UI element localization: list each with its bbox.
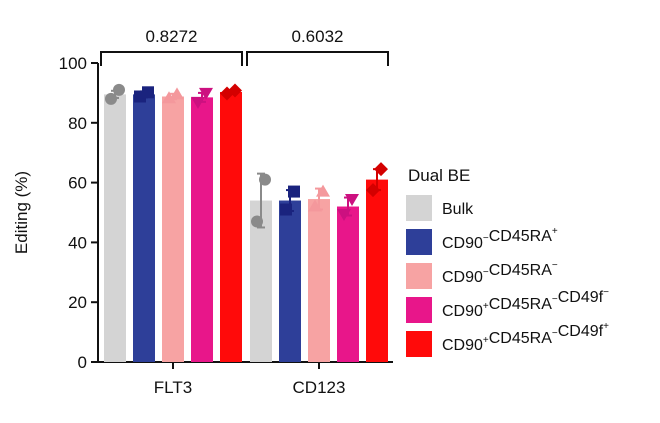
- data-point: [316, 184, 330, 197]
- data-point: [345, 194, 359, 207]
- data-point: [280, 203, 292, 216]
- y-tick-label: 0: [78, 353, 87, 372]
- data-point: [105, 92, 117, 105]
- legend-swatch: [406, 229, 432, 255]
- data-point: [251, 215, 263, 228]
- legend-label: CD90−CD45RA−: [442, 260, 558, 286]
- bar: [162, 96, 184, 362]
- data-point: [337, 208, 351, 221]
- data-points: [105, 83, 388, 228]
- y-tick-label: 20: [68, 293, 87, 312]
- x-category-label: CD123: [293, 378, 346, 397]
- data-point: [228, 83, 242, 98]
- legend-label: CD90+CD45RA−CD49f−: [442, 287, 609, 320]
- data-point: [374, 162, 388, 177]
- legend-title: Dual BE: [408, 166, 470, 185]
- data-point: [142, 86, 154, 99]
- legend-label: CD90−CD45RA+: [442, 226, 558, 252]
- legend-swatch: [406, 331, 432, 357]
- y-tick-label: 80: [68, 114, 87, 133]
- y-axis-title: Editing (%): [12, 171, 31, 254]
- data-point: [191, 96, 205, 109]
- data-point: [288, 185, 300, 198]
- bar: [220, 92, 242, 363]
- legend-label: Bulk: [442, 201, 474, 218]
- legend-swatch: [406, 263, 432, 289]
- bar: [337, 206, 359, 362]
- bar: [104, 94, 126, 363]
- y-tick-label: 40: [68, 233, 87, 252]
- comparison-p-value: 0.8272: [146, 27, 198, 46]
- legend: Dual BEBulkCD90−CD45RA+CD90−CD45RA−CD90+…: [406, 166, 609, 357]
- bar: [191, 97, 213, 362]
- x-category-label: FLT3: [154, 378, 192, 397]
- bar: [366, 179, 388, 362]
- data-point: [162, 91, 176, 104]
- y-tick-label: 100: [59, 54, 87, 73]
- bar: [133, 94, 155, 363]
- data-point: [199, 87, 213, 100]
- legend-label: CD90+CD45RA−CD49f+: [442, 321, 609, 354]
- data-point: [170, 87, 184, 100]
- bar: [308, 199, 330, 362]
- bar: [250, 200, 272, 362]
- comparison-brackets: 0.8272 0.6032: [100, 27, 389, 66]
- data-point: [113, 83, 125, 96]
- data-point: [259, 173, 271, 186]
- comparison-bracket: [100, 51, 243, 66]
- bar: [279, 200, 301, 362]
- y-tick-label: 60: [68, 174, 87, 193]
- data-point: [308, 199, 322, 212]
- comparison-bracket: [246, 51, 389, 66]
- comparison-p-value: 0.6032: [292, 27, 344, 46]
- legend-swatch: [406, 297, 432, 323]
- legend-swatch: [406, 195, 432, 221]
- axes: 0 20 40 60 80 100 Editing (%) FLT3 CD123: [12, 54, 393, 397]
- data-point: [366, 183, 380, 198]
- bars: [104, 92, 388, 363]
